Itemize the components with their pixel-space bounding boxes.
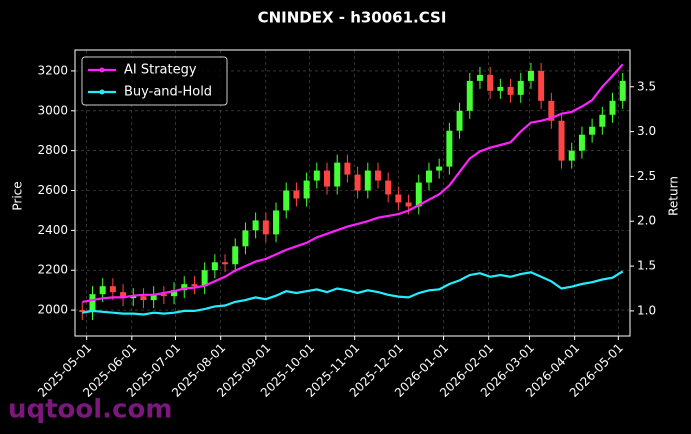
y2-tick-label: 1.0	[637, 303, 656, 317]
candle-body	[181, 284, 188, 291]
y-axis-label: Price	[11, 181, 25, 210]
candle-body	[120, 292, 127, 299]
series-line	[82, 270, 624, 316]
candle-body	[599, 114, 606, 127]
candle-body	[578, 134, 585, 151]
chart-title: CNINDEX - h30061.CSI	[258, 9, 447, 27]
candle-body	[619, 80, 626, 101]
candle-body	[222, 262, 229, 265]
y-tick-label: 2000	[37, 303, 68, 317]
candle-body	[303, 180, 310, 199]
y-tick-label: 2400	[37, 223, 68, 237]
candle-body	[211, 262, 218, 271]
candle-body	[150, 294, 157, 301]
candle-body	[242, 230, 249, 247]
candle-body	[334, 162, 341, 187]
legend-marker	[99, 89, 105, 95]
candle-body	[466, 80, 473, 111]
candle-body	[252, 220, 259, 231]
candle-body	[538, 70, 545, 101]
candle-body	[558, 120, 565, 161]
series-line	[82, 63, 624, 303]
candle-body	[160, 294, 167, 297]
candle-body	[436, 166, 443, 171]
candle-body	[517, 80, 524, 95]
candle-body	[232, 246, 239, 265]
candle-body	[507, 86, 514, 95]
candle-body	[354, 174, 361, 191]
candle-body	[487, 74, 494, 91]
candle-body	[273, 210, 280, 235]
y2-tick-label: 2.5	[637, 169, 656, 183]
candle-body	[568, 150, 575, 161]
candle-body	[201, 270, 208, 287]
candle-body	[130, 296, 137, 299]
candle-body	[374, 170, 381, 181]
candle-body	[385, 180, 392, 195]
candle-body	[283, 190, 290, 211]
candle-body	[456, 110, 463, 131]
plot-frame	[74, 49, 631, 337]
candle-body	[425, 170, 432, 183]
y2-tick-label: 3.5	[637, 79, 656, 93]
candle-body	[395, 194, 402, 203]
candle-body	[313, 170, 320, 181]
candle-body	[344, 162, 351, 175]
candle-body	[589, 126, 596, 135]
candle-body	[405, 202, 412, 207]
y-tick-label: 2800	[37, 143, 68, 157]
y2-axis-label: Return	[667, 176, 681, 216]
candle-body	[293, 190, 300, 199]
y2-tick-label: 3.0	[637, 124, 656, 138]
candle-body	[324, 170, 331, 187]
candle-body	[191, 284, 198, 287]
candle-body	[497, 86, 504, 91]
candle-body	[548, 100, 555, 121]
legend-label: Buy-and-Hold	[124, 85, 212, 100]
legend-marker	[99, 67, 105, 73]
y-tick-label: 3000	[37, 103, 68, 117]
y2-tick-label: 2.0	[637, 214, 656, 228]
candle-body	[140, 296, 147, 301]
candle-body	[476, 74, 483, 81]
candle-body	[609, 100, 616, 115]
candle-body	[262, 220, 269, 235]
candle-body	[364, 170, 371, 191]
candle-body	[99, 286, 106, 295]
legend-box	[81, 56, 228, 106]
legend-label: AI Strategy	[124, 63, 197, 78]
y-tick-label: 2600	[37, 183, 68, 197]
candle-body	[446, 130, 453, 167]
candle-body	[415, 182, 422, 207]
candle-body	[171, 290, 178, 297]
y-tick-label: 2200	[37, 263, 68, 277]
y-tick-label: 3200	[37, 63, 68, 77]
y2-tick-label: 1.5	[637, 259, 656, 273]
candle-body	[527, 70, 534, 81]
candle-body	[89, 294, 96, 313]
candle-body	[109, 286, 116, 293]
watermark: uqtool.com	[8, 395, 172, 425]
candle-body	[79, 310, 86, 313]
